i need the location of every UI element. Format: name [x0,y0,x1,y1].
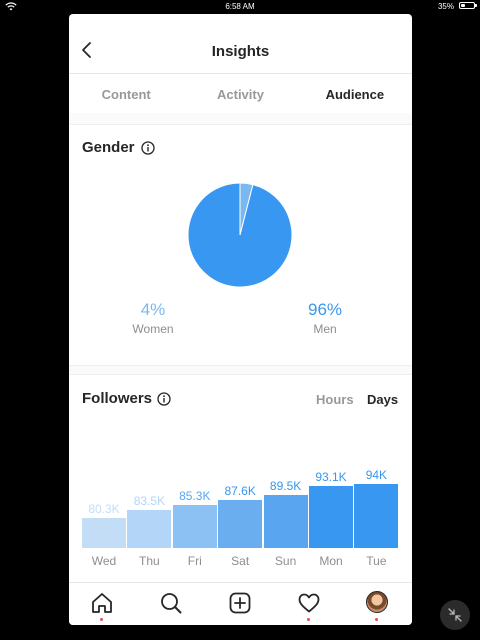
bar-day-label: Sun [274,554,297,568]
notification-dot [307,618,310,621]
nav-search[interactable] [159,591,183,615]
battery-icon [459,2,477,9]
status-bar: 6:58 AM 35% [0,0,480,13]
nav-profile[interactable] [365,591,389,621]
bar-wed [82,517,126,548]
audience-content: Gender 4% Women 96% Men Followers Hours … [69,113,412,584]
bar-value-label: 94K [365,468,388,482]
header: Insights [69,14,412,74]
followers-title: Followers [82,390,153,407]
bar-day-label: Wed [91,554,117,568]
followers-bar-chart: 80.3K Wed 83.5K Thu 85.3K Fri 87.6K Sat 89.5K Sun… [69,375,412,584]
minimize-button[interactable] [440,600,470,630]
tab-audience[interactable]: Audience [297,74,412,114]
bar-fri [172,505,217,548]
bar-day-label: Thu [139,554,160,568]
toggle-hours[interactable]: Hours [316,392,354,407]
bar-sat [218,499,263,548]
toggle-days[interactable]: Days [367,392,399,407]
profile-avatar-icon [366,591,388,613]
bar-value-label: 89.5K [269,479,302,494]
battery-percent: 35% [437,2,454,11]
nav-home[interactable] [90,591,114,621]
women-label: Women [132,322,174,336]
bar-day-label: Mon [319,554,343,568]
pie-slice-men [187,182,293,288]
gender-pie-chart [187,182,293,288]
nav-activity[interactable] [297,591,321,621]
minimize-arrows-icon [448,608,462,622]
search-icon [161,593,182,614]
wifi-icon [5,2,17,11]
bar-day-label: Fri [187,554,202,568]
bar-tue [354,484,399,548]
tab-content[interactable]: Content [101,87,151,102]
men-percent: 96% [307,300,343,319]
bar-mon [309,486,353,548]
men-label: Men [313,322,337,336]
bar-day-label: Tue [366,554,387,568]
bar-thu [127,509,172,548]
info-icon[interactable] [157,392,171,406]
bar-value-label: 93.1K [315,470,347,485]
home-icon [92,593,112,613]
followers-card: Followers Hours Days 80.3K Wed 83.5K Thu 85.… [69,374,412,584]
nav-add[interactable] [228,591,252,615]
info-icon[interactable] [141,141,155,155]
notification-dot [375,618,378,621]
heart-icon [298,593,320,613]
status-time: 6:58 AM [225,2,255,11]
page-title: Insights [211,43,270,60]
bar-value-label: 80.3K [88,501,120,516]
bar-sun [263,495,308,548]
insights-screen: Insights Content Activity Audience Gende… [69,14,412,625]
gender-card: Gender 4% Women 96% Men [69,124,412,366]
bottom-nav [69,582,412,625]
bar-value-label: 85.3K [179,489,211,504]
women-percent: 4% [140,300,166,319]
bar-day-label: Sat [231,554,250,568]
chevron-left-icon[interactable] [79,41,95,59]
bar-value-label: 83.5K [133,493,166,508]
add-post-icon [229,592,251,614]
tab-activity[interactable]: Activity [217,87,264,102]
notification-dot [100,618,103,621]
bar-value-label: 87.6K [224,483,256,498]
gender-title: Gender [82,139,135,156]
battery-fill [461,4,466,7]
tab-bar: Content Activity Audience [69,74,412,114]
